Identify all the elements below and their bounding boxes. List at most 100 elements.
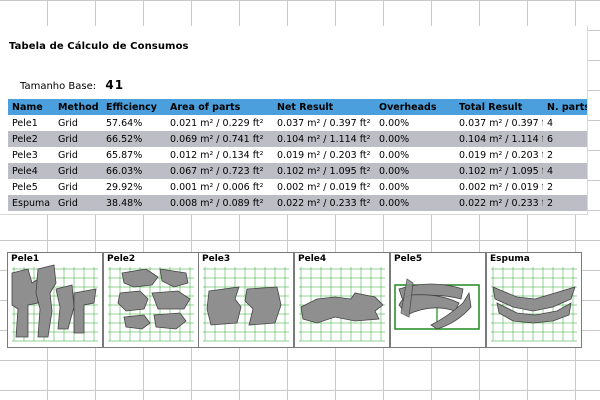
consumption-table: Name Method Efficiency Area of parts Net… [8, 99, 587, 211]
table-header-row: Name Method Efficiency Area of parts Net… [8, 99, 587, 115]
table-cell: 0.002 m² / 0.019 ft² [273, 179, 375, 195]
base-size-value: 41 [105, 78, 125, 92]
nest-preview-pele4 [299, 267, 385, 342]
panel-label: Pele3 [202, 254, 231, 264]
table-cell: 0.104 m² / 1.114 ft² [273, 131, 375, 147]
table-cell: 0.008 m² / 0.089 ft² [166, 195, 273, 211]
table-cell: 0.037 m² / 0.397 ft² [455, 115, 543, 131]
nest-panel-pele5: Pele5 [390, 252, 486, 348]
table-cell: 6 [543, 131, 587, 147]
panel-label: Pele4 [298, 254, 327, 264]
table-cell: 2 [543, 179, 587, 195]
column-header: Efficiency [102, 99, 166, 115]
part-shape [35, 264, 57, 338]
base-size-label: Tamanho Base: [20, 81, 97, 92]
nest-panel-pele4: Pele4 [294, 252, 390, 348]
panel-label: Pele5 [394, 254, 423, 264]
table-cell: 4 [543, 163, 587, 179]
nesting-previews: Pele1 Pele2 Pele3 Pele4 [0, 252, 600, 350]
table-cell: 0.002 m² / 0.019 ft² [455, 179, 543, 195]
part-shape [430, 291, 472, 330]
table-cell: Pele2 [8, 131, 54, 147]
panel-label: Pele2 [107, 254, 136, 264]
column-header: Name [8, 99, 54, 115]
nest-panel-pele1: Pele1 [7, 252, 103, 348]
table-row: Pele4 Grid 66.03% 0.067 m² / 0.723 ft² 0.102… [8, 163, 587, 179]
nest-preview-pele3 [203, 267, 289, 342]
nest-preview-pele1 [11, 264, 98, 342]
table-cell: 0.019 m² / 0.203 ft² [273, 147, 375, 163]
table-cell: Grid [54, 115, 102, 131]
column-header: Net Result [273, 99, 375, 115]
table-cell: 0.037 m² / 0.397 ft² [273, 115, 375, 131]
column-header: Total Result [455, 99, 543, 115]
table-cell: 66.52% [102, 131, 166, 147]
table-cell: 0.00% [375, 179, 455, 195]
panel-label: Pele1 [11, 254, 40, 264]
table-cell: Grid [54, 179, 102, 195]
table-cell: 0.102 m² / 1.095 ft² [273, 163, 375, 179]
table-cell: 4 [543, 115, 587, 131]
table-cell: 0.012 m² / 0.134 ft² [166, 147, 273, 163]
table-cell: 0.067 m² / 0.723 ft² [166, 163, 273, 179]
part-shape [73, 288, 97, 334]
table-cell: Grid [54, 131, 102, 147]
table-cell: Pele1 [8, 115, 54, 131]
table-cell: 0.102 m² / 1.095 ft² [455, 163, 543, 179]
table-cell: 29.92% [102, 179, 166, 195]
part-shape [151, 290, 191, 310]
table-cell: Grid [54, 195, 102, 211]
nest-preview-pele5 [394, 278, 480, 330]
table-row: Pele5 Grid 29.92% 0.001 m² / 0.006 ft² 0.002… [8, 179, 587, 195]
table-row: Pele1 Grid 57.64% 0.021 m² / 0.229 ft² 0.037… [8, 115, 587, 131]
part-shape [117, 290, 149, 312]
column-header: N. parts [543, 99, 587, 115]
table-cell: 0.021 m² / 0.229 ft² [166, 115, 273, 131]
part-shape [206, 286, 242, 326]
nest-preview-espuma [491, 267, 577, 342]
part-shape [11, 268, 39, 338]
table-cell: 0.00% [375, 163, 455, 179]
report-sheet: Tabela de Cálculo de Consumos Tamanho Ba… [0, 26, 588, 215]
table-cell: 2 [543, 147, 587, 163]
table-cell: 66.03% [102, 163, 166, 179]
table-cell: Pele3 [8, 147, 54, 163]
table-cell: 0.00% [375, 195, 455, 211]
table-cell: 0.00% [375, 115, 455, 131]
part-shape [121, 268, 159, 288]
column-header: Overheads [375, 99, 455, 115]
table-cell: 0.001 m² / 0.006 ft² [166, 179, 273, 195]
part-shape [153, 312, 187, 330]
table-cell: 0.022 m² / 0.233 ft² [455, 195, 543, 211]
report-title: Tabela de Cálculo de Consumos [9, 41, 189, 52]
nest-panel-pele2: Pele2 [103, 252, 199, 348]
table-cell: Pele5 [8, 179, 54, 195]
part-shape [244, 286, 282, 326]
table-cell: 0.022 m² / 0.233 ft² [273, 195, 375, 211]
part-shape [400, 278, 414, 318]
table-cell: 38.48% [102, 195, 166, 211]
part-shape [123, 314, 151, 330]
table-cell: Grid [54, 163, 102, 179]
panel-label: Espuma [490, 254, 530, 264]
table-row: Pele3 Grid 65.87% 0.012 m² / 0.134 ft² 0.019… [8, 147, 587, 163]
table-cell: 0.019 m² / 0.203 ft² [455, 147, 543, 163]
table-cell: Pele4 [8, 163, 54, 179]
part-shape [492, 286, 576, 312]
nest-panel-pele3: Pele3 [198, 252, 294, 348]
part-shape [55, 284, 75, 330]
nest-preview-pele2 [108, 267, 194, 342]
part-shape [300, 292, 384, 324]
table-cell: 57.64% [102, 115, 166, 131]
base-size: Tamanho Base: 41 [20, 78, 124, 92]
column-header: Area of parts [166, 99, 273, 115]
column-header: Method [54, 99, 102, 115]
table-cell: 0.00% [375, 147, 455, 163]
table-cell: 0.00% [375, 131, 455, 147]
table-cell: Espuma [8, 195, 54, 211]
table-cell: 2 [543, 195, 587, 211]
table-cell: 65.87% [102, 147, 166, 163]
table-cell: 0.069 m² / 0.741 ft² [166, 131, 273, 147]
part-shape [496, 302, 572, 324]
table-row: Espuma Grid 38.48% 0.008 m² / 0.089 ft² 0.02… [8, 195, 587, 211]
